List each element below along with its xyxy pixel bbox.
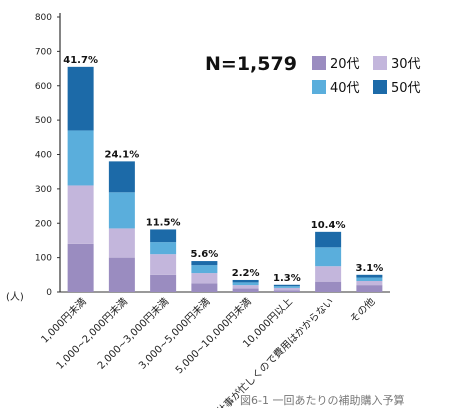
bar-segment-7-1 <box>356 281 383 286</box>
bars <box>67 66 383 292</box>
sample-size-label: N=1,579 <box>205 53 297 75</box>
percent-label-1: 24.1% <box>105 149 140 160</box>
legend-swatch-0 <box>312 56 326 70</box>
y-tick-label: 200 <box>35 219 52 229</box>
bar-segment-1-3 <box>108 161 135 193</box>
y-tick-label: 600 <box>35 82 52 92</box>
bar-segment-7-2 <box>356 277 383 281</box>
bar-segment-3-0 <box>191 283 218 292</box>
bar-segment-2-3 <box>150 229 177 243</box>
bar-segment-4-0 <box>232 288 259 292</box>
bar-segment-2-0 <box>150 274 177 292</box>
y-tick-label: 800 <box>35 13 52 23</box>
legend-swatch-1 <box>373 56 387 70</box>
bar-segment-5-1 <box>273 287 300 291</box>
legend-label-2: 40代 <box>330 81 360 96</box>
bar-segment-4-3 <box>232 279 259 283</box>
percent-label-0: 41.7% <box>63 55 98 66</box>
bar-segment-3-3 <box>191 261 218 266</box>
percent-labels: 41.7% 24.1% 11.5% 5.6% 2.2% 1.3% 10.4% 3.1% <box>63 55 383 284</box>
legend-label-3: 50代 <box>391 81 421 96</box>
percent-label-6: 10.4% <box>311 220 346 231</box>
percent-label-5: 1.3% <box>273 273 301 284</box>
bar-segment-2-1 <box>150 254 177 275</box>
bar-segment-7-0 <box>356 285 383 292</box>
bar-segment-0-3 <box>67 66 94 131</box>
bar-segment-1-1 <box>108 228 135 258</box>
bar-segment-5-3 <box>273 284 300 287</box>
bar-segment-7-3 <box>356 274 383 278</box>
percent-label-2: 11.5% <box>146 217 181 228</box>
bar-segment-2-2 <box>150 242 177 255</box>
bar-segment-0-1 <box>67 185 94 244</box>
y-tick-label: 0 <box>46 288 52 298</box>
legend-label-1: 30代 <box>391 57 421 72</box>
bar-segment-4-2 <box>232 282 259 286</box>
bar-segment-4-1 <box>232 285 259 289</box>
category-label-2: 2,000~3,000円未満 <box>95 296 171 372</box>
y-axis-unit-label: (人) <box>6 291 24 303</box>
bar-segment-5-2 <box>273 286 300 288</box>
y-tick-label: 300 <box>35 185 52 195</box>
legend-swatch-3 <box>373 80 387 94</box>
chart-caption: 図6-1 一回あたりの補助購入予算 <box>240 393 404 407</box>
bar-segment-0-2 <box>67 130 94 186</box>
y-tick-label: 700 <box>35 47 52 57</box>
bar-segment-1-2 <box>108 192 135 229</box>
legend-swatch-2 <box>312 80 326 94</box>
percent-label-3: 5.6% <box>191 249 219 260</box>
category-label-7: その他 <box>347 295 377 325</box>
y-tick-label: 100 <box>35 254 52 264</box>
percent-label-4: 2.2% <box>232 268 260 279</box>
bar-segment-5-0 <box>273 290 300 292</box>
bar-segment-6-3 <box>315 231 342 248</box>
category-label-3: 3,000~5,000円未満 <box>136 296 212 372</box>
y-tick-label: 500 <box>35 116 52 126</box>
x-axis-labels: 1,000円未満1,000~2,000円未満2,000~3,000円未満3,00… <box>39 295 378 408</box>
category-label-4: 5,000~10,000円未満 <box>173 296 254 377</box>
bar-segment-3-1 <box>191 273 218 284</box>
y-tick-label: 400 <box>35 151 52 161</box>
bar-segment-6-2 <box>315 247 342 267</box>
category-label-1: 1,000~2,000円未満 <box>54 296 130 372</box>
bar-segment-6-0 <box>315 281 342 292</box>
bar-segment-0-0 <box>67 243 94 292</box>
legend-label-0: 20代 <box>330 57 360 72</box>
bar-segment-3-2 <box>191 265 218 274</box>
bar-segment-1-0 <box>108 257 135 292</box>
legend: 20代 30代 40代 50代 <box>312 56 421 96</box>
bar-segment-6-1 <box>315 266 342 282</box>
percent-label-7: 3.1% <box>356 263 384 274</box>
